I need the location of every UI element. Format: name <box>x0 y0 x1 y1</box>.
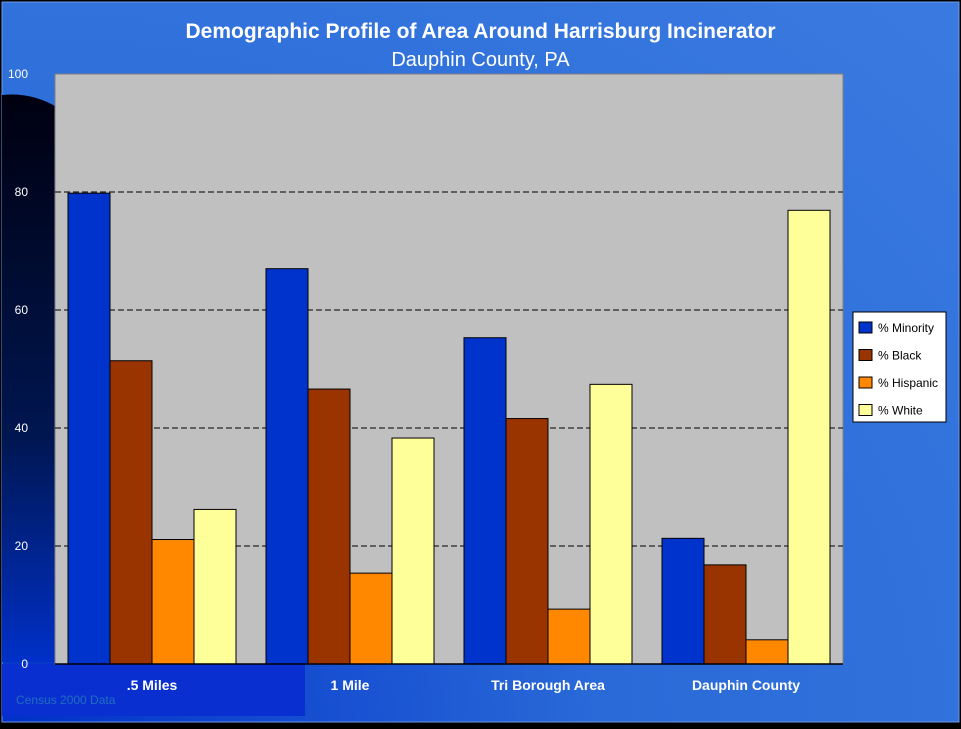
x-tick-label: Tri Borough Area <box>491 677 605 693</box>
bar-white <box>391 437 435 665</box>
bar-hispanic <box>349 572 393 665</box>
x-tick-label: 1 Mile <box>331 677 370 693</box>
bar-black <box>307 388 351 665</box>
legend-swatch <box>858 349 873 361</box>
bar-minority <box>265 268 309 665</box>
y-tick-label: 40 <box>15 421 29 435</box>
label-band <box>2 664 305 716</box>
bar-white <box>589 383 633 665</box>
y-tick-label: 60 <box>15 303 29 317</box>
background-shadow-wedge <box>2 94 55 663</box>
chart-title: Demographic Profile of Area Around Harri… <box>185 20 776 43</box>
y-tick-label: 80 <box>15 185 29 199</box>
legend-label: % Black <box>878 349 922 363</box>
legend-label: % Hispanic <box>878 376 938 390</box>
x-tick-label: .5 Miles <box>127 677 178 693</box>
source-note: Census 2000 Data <box>16 693 116 707</box>
y-tick-label: 100 <box>8 67 28 81</box>
legend-swatch <box>858 376 873 389</box>
bar-hispanic <box>745 639 789 665</box>
y-tick-label: 20 <box>15 539 29 553</box>
bar-black <box>109 360 153 665</box>
bar-hispanic <box>151 539 195 665</box>
bar-black <box>703 564 747 665</box>
bar-white <box>193 508 237 665</box>
legend-swatch <box>858 321 873 334</box>
bar-black <box>505 418 549 665</box>
chart-subtitle: Dauphin County, PA <box>391 49 570 71</box>
bar-minority <box>67 192 111 665</box>
bar-white <box>787 209 831 665</box>
legend-swatch <box>858 404 873 416</box>
bar-hispanic <box>547 608 591 665</box>
y-tick-label: 0 <box>21 657 28 671</box>
x-tick-label: Dauphin County <box>692 677 800 693</box>
legend-label: % Minority <box>878 321 934 335</box>
legend-label: % White <box>878 404 923 418</box>
bar-minority <box>661 537 705 665</box>
bar-minority <box>463 337 507 665</box>
